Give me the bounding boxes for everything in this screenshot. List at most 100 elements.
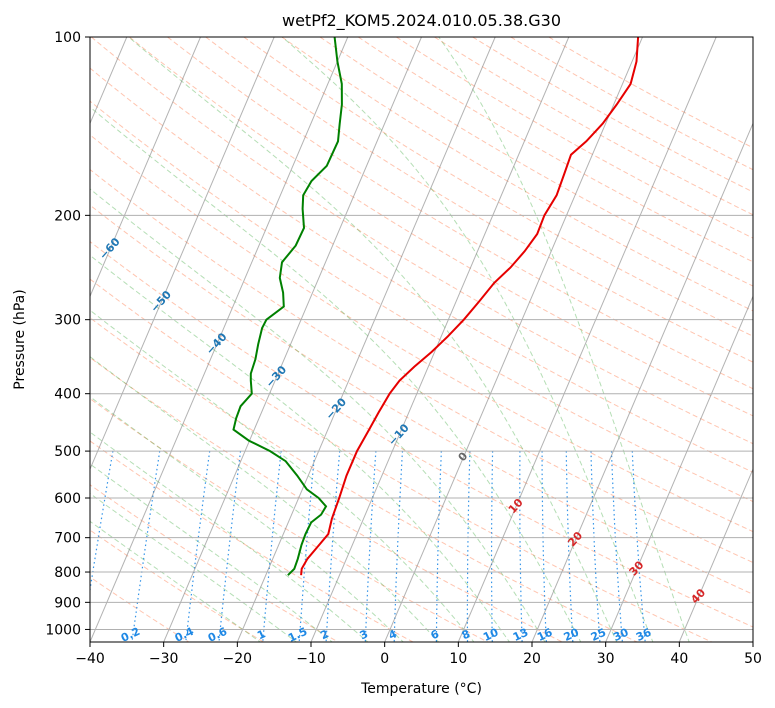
isotherm-label: −60 bbox=[97, 235, 123, 262]
dry-adiabat bbox=[90, 67, 753, 473]
y-tick-label: 500 bbox=[54, 444, 81, 460]
moist-adiabat bbox=[90, 106, 582, 642]
isotherm bbox=[457, 37, 717, 642]
moist-adiabat bbox=[90, 356, 440, 642]
mixing-ratio-label: 10 bbox=[481, 626, 501, 644]
background-lines bbox=[90, 37, 753, 642]
dry-adiabat bbox=[129, 37, 753, 417]
dry-adiabat bbox=[548, 37, 753, 149]
mixing-ratio-line bbox=[90, 451, 114, 594]
x-tick-label: 40 bbox=[670, 651, 688, 667]
moist-adiabat bbox=[90, 309, 475, 642]
mixing-ratio-line bbox=[185, 451, 211, 642]
dry-adiabat bbox=[243, 37, 753, 337]
dry-adiabat bbox=[396, 37, 753, 239]
dry-adiabat bbox=[510, 37, 753, 171]
y-tick-label: 1000 bbox=[45, 622, 81, 638]
dry-adiabat bbox=[90, 278, 712, 642]
dry-adiabat bbox=[90, 576, 190, 642]
isotherm-label: 40 bbox=[688, 586, 708, 606]
y-tick-label: 900 bbox=[54, 595, 81, 611]
dry-adiabat bbox=[90, 529, 264, 642]
mixing-ratio-line bbox=[466, 451, 471, 642]
isotherm-label: −50 bbox=[148, 288, 174, 315]
y-tick-label: 100 bbox=[54, 30, 81, 46]
y-tick-label: 800 bbox=[54, 565, 81, 581]
moist-adiabat bbox=[438, 37, 690, 642]
moist-adiabat bbox=[90, 254, 511, 642]
x-tick-label: 50 bbox=[744, 651, 762, 667]
isotherm bbox=[90, 37, 275, 471]
y-axis: 100 200 300 400 500 600 700 800 900 1000 bbox=[45, 30, 90, 638]
mixing-ratio-line bbox=[610, 451, 623, 642]
isotherm-label: −70 bbox=[47, 180, 73, 207]
x-axis: −40 −30 −20 −10 0 10 20 30 40 50 bbox=[75, 642, 762, 667]
mixing-ratio-label: 13 bbox=[511, 626, 530, 644]
x-tick-label: 30 bbox=[597, 651, 615, 667]
mixing-ratio-label: 25 bbox=[589, 626, 608, 644]
dry-adiabat bbox=[90, 204, 753, 595]
isotherm-label: −20 bbox=[323, 395, 349, 422]
dry-adiabat bbox=[205, 37, 753, 363]
dry-adiabat bbox=[90, 168, 753, 564]
y-tick-label: 700 bbox=[54, 531, 81, 547]
dry-adiabat bbox=[90, 134, 753, 533]
dry-adiabat bbox=[434, 37, 753, 216]
mixing-ratio-line bbox=[393, 451, 404, 642]
moist-adiabat bbox=[90, 431, 369, 642]
moist-adiabat bbox=[127, 37, 618, 642]
x-tick-label: 10 bbox=[449, 651, 467, 667]
y-tick-label: 200 bbox=[54, 208, 81, 224]
moist-adiabat bbox=[281, 37, 654, 642]
isotherm bbox=[752, 640, 753, 642]
dry-adiabat bbox=[167, 37, 753, 390]
chart-title: wetPf2_KOM5.2024.010.05.38.G30 bbox=[282, 11, 561, 31]
data-series bbox=[232, 37, 640, 576]
isotherm-label: −80 bbox=[0, 127, 22, 154]
isotherm bbox=[678, 467, 753, 642]
dry-adiabat bbox=[90, 37, 753, 445]
pressure-gridlines bbox=[90, 37, 753, 630]
mixing-ratio-label: 20 bbox=[562, 626, 582, 644]
isotherm bbox=[531, 122, 753, 642]
mixing-ratio-line bbox=[325, 451, 341, 642]
dry-adiabat bbox=[90, 440, 414, 642]
dewpoint-line bbox=[232, 37, 343, 576]
isotherm-label: 10 bbox=[506, 496, 526, 516]
dry-adiabat bbox=[90, 356, 563, 642]
isotherm-label: −30 bbox=[263, 363, 289, 390]
dry-adiabat bbox=[281, 37, 753, 312]
x-axis-title: Temperature (°C) bbox=[360, 681, 482, 697]
dry-adiabat bbox=[90, 484, 339, 642]
moist-adiabat bbox=[90, 520, 262, 642]
x-tick-label: 0 bbox=[380, 651, 389, 667]
moist-adiabat bbox=[90, 463, 333, 642]
y-tick-label: 300 bbox=[54, 313, 81, 329]
x-tick-label: −20 bbox=[223, 651, 253, 667]
x-tick-label: 20 bbox=[523, 651, 541, 667]
dry-adiabat bbox=[90, 317, 638, 642]
mixing-ratio-line bbox=[435, 451, 442, 642]
y-axis-title: Pressure (hPa) bbox=[12, 289, 28, 389]
isotherm bbox=[605, 295, 753, 642]
mixing-ratio-line bbox=[131, 451, 161, 642]
mixing-ratio-label: 36 bbox=[634, 626, 654, 644]
x-tick-label: −40 bbox=[75, 651, 105, 667]
isotherm-label: −10 bbox=[386, 421, 412, 448]
mixing-ratio-label: 30 bbox=[611, 626, 631, 644]
mixing-ratio-line bbox=[590, 451, 601, 642]
dry-adiabat bbox=[90, 240, 753, 628]
isotherm bbox=[310, 37, 570, 642]
y-tick-label: 400 bbox=[54, 387, 81, 403]
temperature-line bbox=[300, 37, 640, 576]
x-tick-label: −30 bbox=[149, 651, 179, 667]
dry-adiabat bbox=[472, 37, 753, 193]
mixing-ratio-line bbox=[218, 451, 242, 642]
y-tick-label: 600 bbox=[54, 491, 81, 507]
mixing-ratio-line bbox=[565, 451, 574, 642]
isotherm bbox=[384, 37, 643, 642]
mixing-ratio-line bbox=[262, 451, 282, 642]
dry-adiabat bbox=[90, 397, 488, 642]
